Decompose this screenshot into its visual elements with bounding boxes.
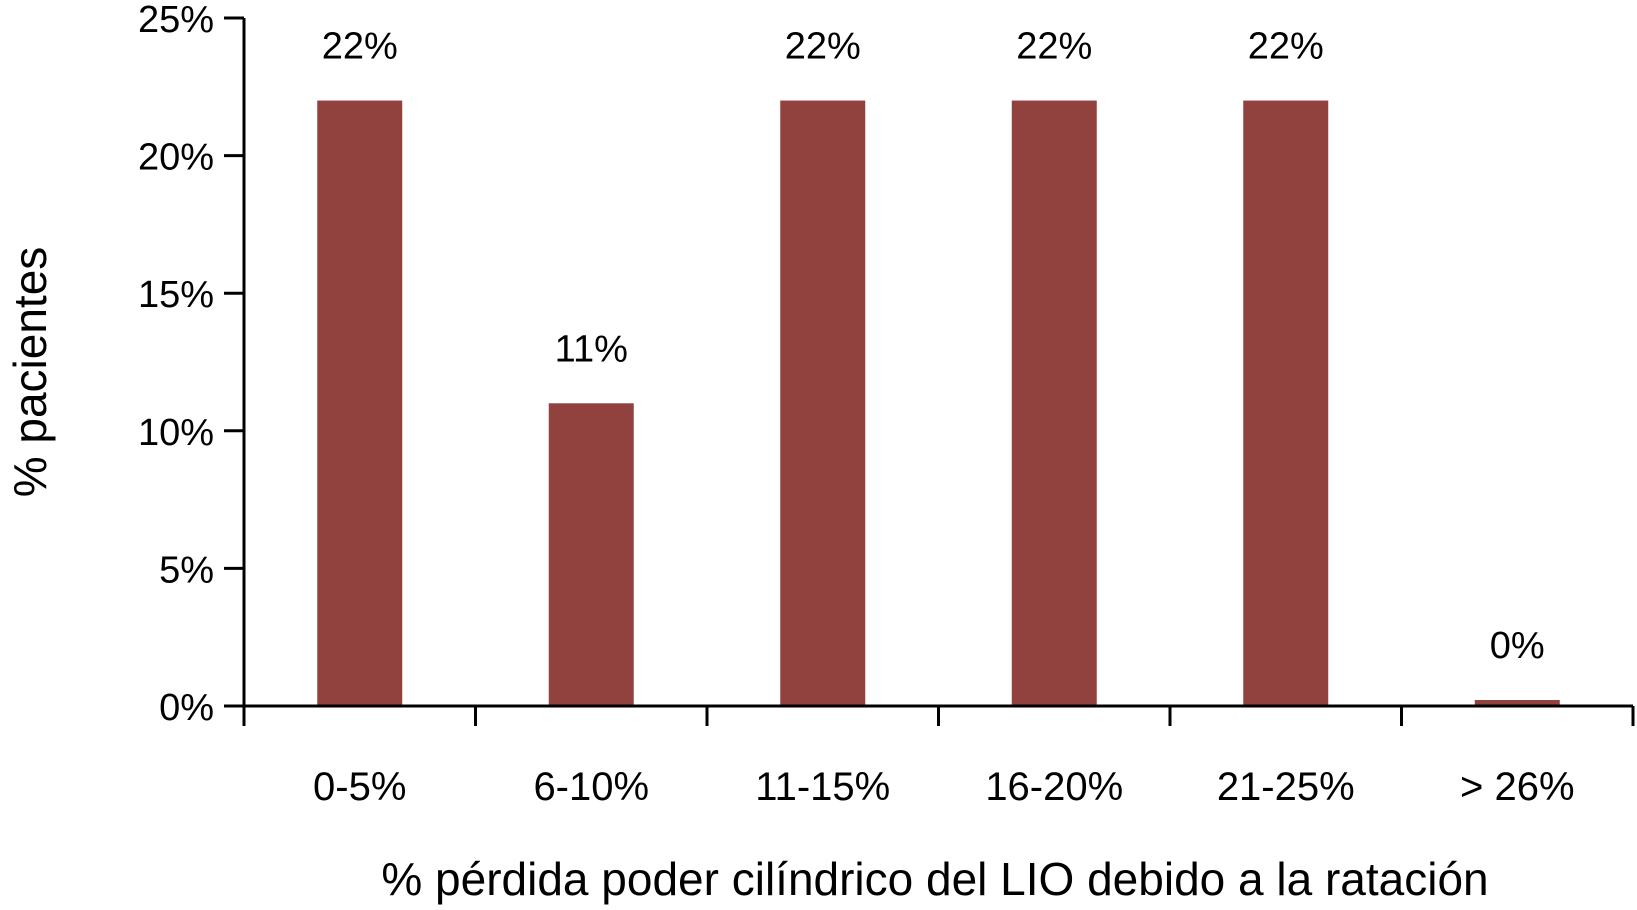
y-tick-label: 10% xyxy=(138,412,214,454)
bar-data-label: 22% xyxy=(785,26,861,68)
bars xyxy=(317,100,1560,706)
x-axis-title: % pérdida poder cilíndrico del LIO debid… xyxy=(381,853,1488,905)
bar-data-label: 0% xyxy=(1490,625,1545,667)
x-category-label: 21-25% xyxy=(1217,765,1355,809)
bar-data-label: 11% xyxy=(555,328,628,370)
x-category-label: 0-5% xyxy=(313,765,406,809)
bar xyxy=(548,403,634,706)
x-category-label: 16-20% xyxy=(985,765,1123,809)
y-tick-label: 5% xyxy=(159,549,214,591)
bar xyxy=(317,100,403,706)
y-tick-label: 15% xyxy=(138,274,214,316)
y-axis-title: % pacientes xyxy=(4,247,56,498)
bar xyxy=(1474,700,1560,706)
x-axis-category-labels: 0-5% 6-10% 11-15% 16-20% 21-25% > 26% xyxy=(313,765,1574,809)
y-tick-label: 25% xyxy=(138,0,214,41)
bar-data-labels: 22% 11% 22% 22% 22% 0% xyxy=(322,26,1545,667)
bar-data-label: 22% xyxy=(1016,26,1092,68)
bar-data-label: 22% xyxy=(322,26,398,68)
x-category-label: 11-15% xyxy=(755,765,890,809)
x-axis-ticks xyxy=(242,706,1635,726)
bar xyxy=(780,100,866,706)
x-category-label: > 26% xyxy=(1460,765,1575,809)
bar-data-label: 22% xyxy=(1248,26,1324,68)
x-category-label: 6-10% xyxy=(533,765,649,809)
bar xyxy=(1243,100,1329,706)
y-tick-label: 20% xyxy=(138,137,214,179)
y-axis-ticks: 0% 5% 10% 15% 20% 25% xyxy=(138,0,244,729)
bar xyxy=(1011,100,1097,706)
y-tick-label: 0% xyxy=(159,687,214,729)
